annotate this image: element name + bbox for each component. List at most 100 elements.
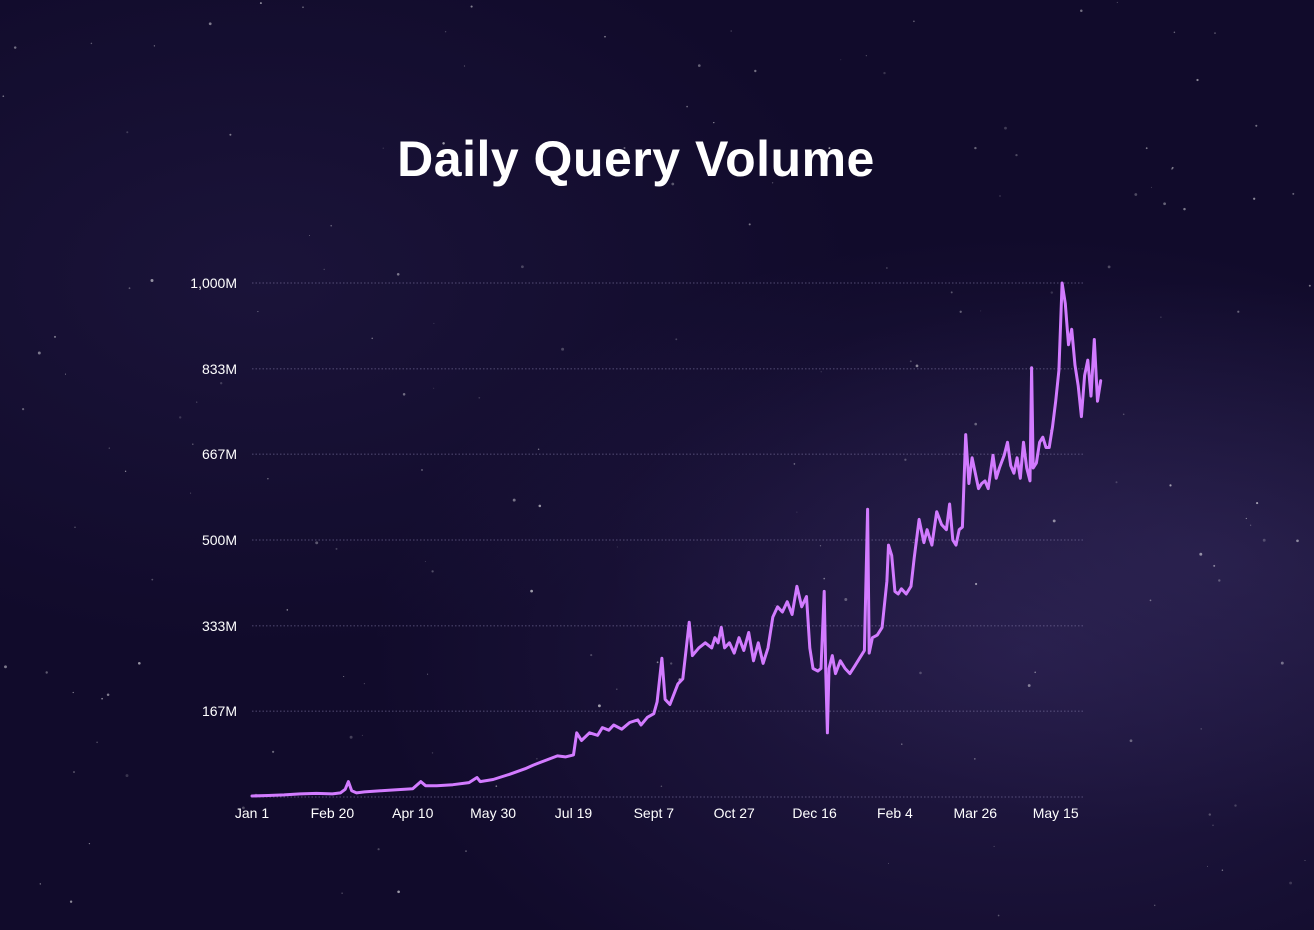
star-dot	[208, 22, 212, 26]
star-dot	[730, 30, 732, 32]
star-dot	[1080, 9, 1083, 13]
star-dot	[883, 71, 886, 75]
chart-title: Daily Query Volume	[397, 131, 875, 187]
x-tick-label: Sept 7	[634, 805, 675, 821]
x-tick-label: Jul 19	[555, 805, 593, 821]
star-dot	[1153, 904, 1156, 907]
star-dot	[973, 758, 976, 760]
star-dot	[1149, 599, 1152, 602]
series-line-daily-queries	[250, 281, 1103, 798]
star-dot	[1199, 552, 1203, 556]
star-dot	[4, 665, 7, 669]
star-dot	[101, 697, 103, 700]
star-dot	[1262, 538, 1266, 542]
star-dot	[1183, 207, 1186, 211]
star-dot	[1237, 310, 1240, 313]
x-tick-label: Apr 10	[392, 805, 433, 821]
star-dot	[302, 6, 304, 9]
star-dot	[1280, 661, 1284, 665]
star-dot	[844, 598, 848, 601]
y-tick-label: 833M	[202, 361, 237, 377]
star-dot	[106, 693, 110, 697]
star-dot	[748, 223, 751, 226]
star-dot	[590, 654, 593, 657]
star-dot	[1292, 192, 1295, 195]
star-dot	[1221, 869, 1224, 872]
star-dot	[840, 59, 842, 61]
star-dot	[1234, 804, 1237, 807]
star-dot	[865, 55, 867, 57]
star-dot	[330, 224, 332, 227]
star-dot	[1206, 865, 1208, 867]
x-tick-label: Oct 27	[714, 805, 755, 821]
star-dot	[377, 848, 380, 851]
star-dot	[774, 605, 776, 606]
star-dot	[45, 671, 48, 674]
star-dot	[1122, 413, 1125, 416]
star-dot	[257, 311, 259, 313]
star-dot	[190, 492, 192, 494]
y-tick-label: 333M	[202, 618, 237, 634]
data-series	[250, 281, 1103, 798]
star-dot	[597, 704, 601, 708]
x-tick-label: Jan 1	[235, 805, 269, 821]
star-dot	[975, 582, 978, 586]
star-dot	[323, 268, 325, 271]
star-dot	[470, 5, 473, 8]
star-dot	[993, 845, 995, 847]
star-dot	[538, 504, 542, 508]
star-dot	[69, 900, 73, 903]
star-dot	[1173, 31, 1176, 34]
star-dot	[1253, 197, 1256, 200]
star-dot	[913, 20, 915, 23]
star-dot	[675, 338, 678, 341]
star-dot	[478, 396, 481, 399]
star-dot	[444, 31, 447, 33]
star-dot	[128, 287, 131, 290]
star-dot	[793, 463, 796, 465]
star-dot	[660, 785, 663, 788]
star-dot	[37, 351, 41, 355]
star-dot	[1308, 284, 1311, 287]
x-axis-labels: Jan 1 Feb 20 Apr 10 May 30 Jul 19 Sept 7 Oct 2…	[235, 805, 1079, 821]
star-dot	[974, 146, 977, 150]
star-dot	[796, 511, 798, 513]
star-dot	[74, 526, 76, 528]
star-dot	[150, 279, 154, 282]
star-dot	[912, 541, 914, 544]
star-dot	[1171, 166, 1174, 169]
star-dot	[126, 131, 129, 134]
star-dot	[2, 95, 5, 98]
star-dot	[431, 570, 434, 573]
star-dot	[1196, 78, 1199, 82]
star-dot	[909, 360, 912, 363]
star-dot	[1218, 579, 1221, 582]
star-dot	[536, 758, 538, 760]
star-dot	[433, 322, 435, 324]
star-dot	[125, 774, 129, 778]
star-dot	[421, 469, 423, 471]
star-dot	[72, 691, 74, 694]
star-dot	[974, 422, 978, 426]
star-dot	[512, 498, 516, 502]
star-dot	[671, 182, 675, 186]
star-dot	[192, 443, 194, 445]
star-dot	[1163, 202, 1166, 206]
star-dot	[267, 477, 269, 480]
star-dot	[1150, 186, 1152, 188]
star-dot	[65, 373, 66, 375]
star-dot	[341, 892, 343, 894]
star-dot	[888, 862, 889, 864]
star-dot	[335, 547, 338, 550]
star-dot	[1015, 153, 1018, 157]
x-tick-label: Mar 26	[954, 805, 998, 821]
star-dot	[901, 743, 903, 745]
star-dot	[686, 105, 688, 108]
star-dot	[315, 541, 319, 545]
star-dot	[604, 35, 606, 38]
star-dot	[997, 914, 1000, 917]
star-dot	[561, 347, 565, 351]
star-dot	[1250, 524, 1252, 526]
